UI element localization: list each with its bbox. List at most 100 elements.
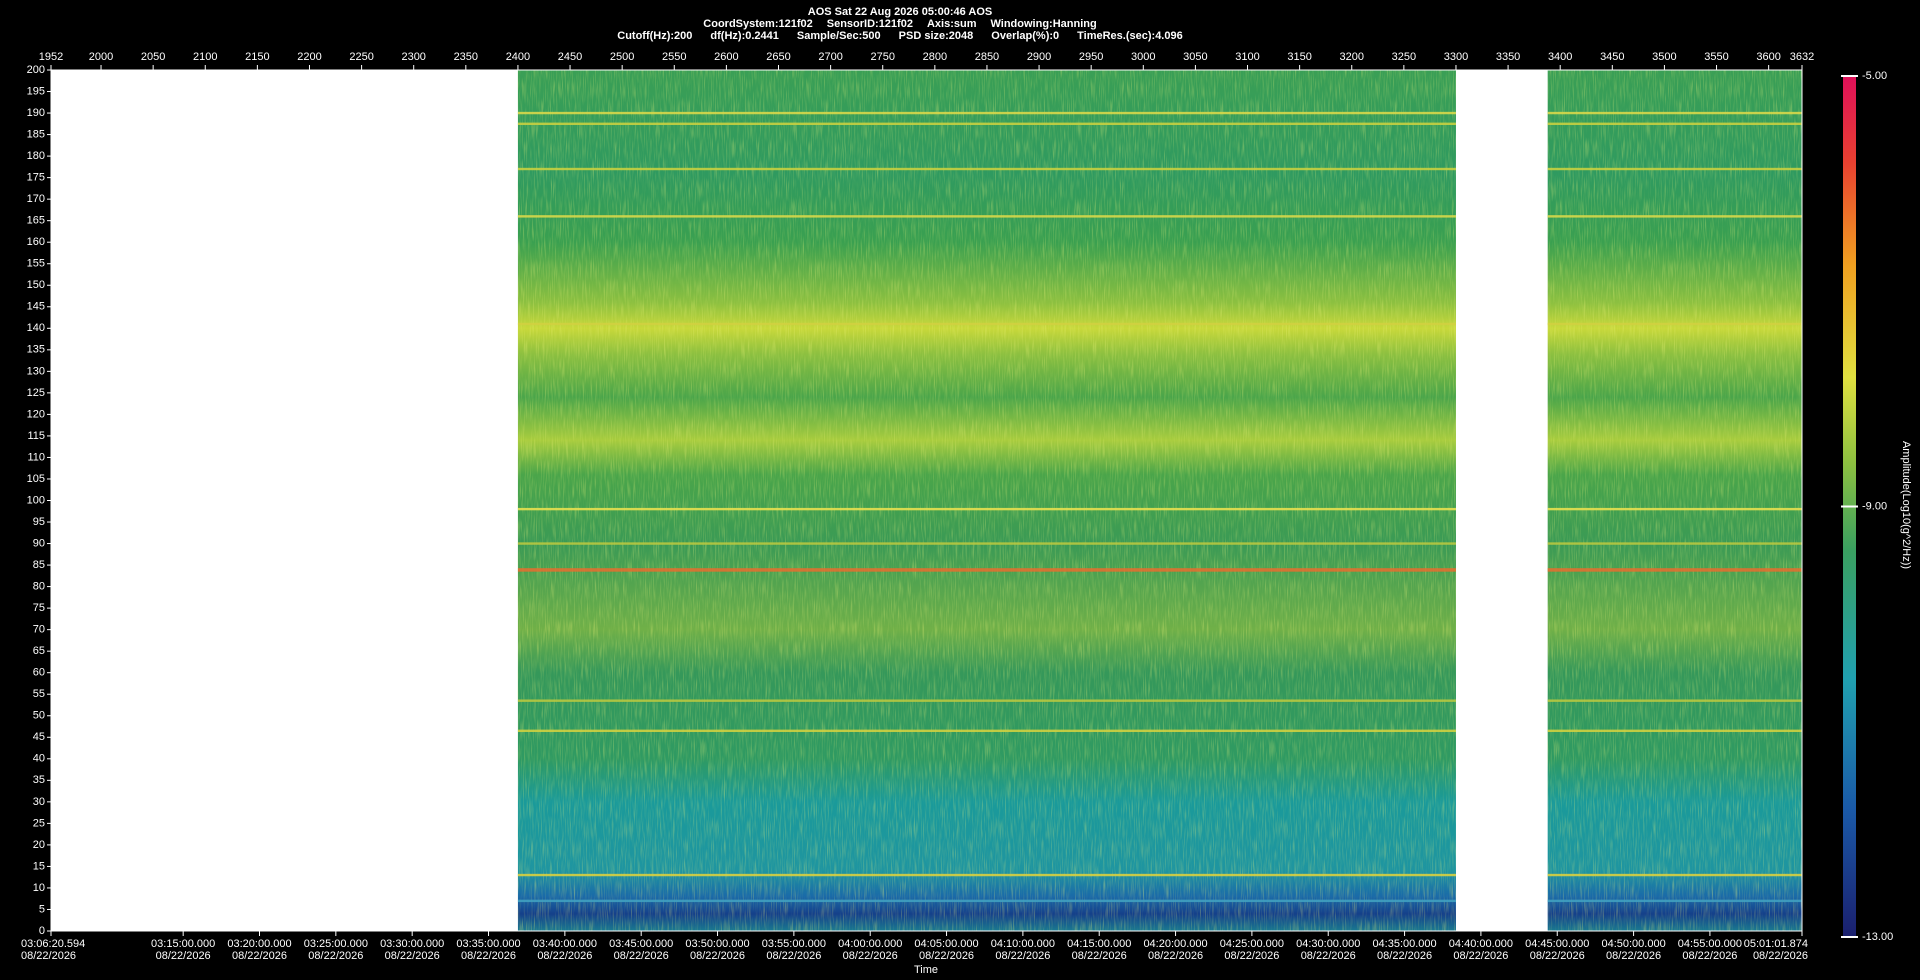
spectral-line <box>517 699 1456 702</box>
spectral-line <box>1547 873 1802 877</box>
spectral-line <box>517 215 1456 218</box>
x-axis-label: Time <box>914 964 938 976</box>
y-tick-label: 75 <box>33 602 45 614</box>
y-tick-label: 15 <box>33 860 45 872</box>
spectral-line <box>1547 322 1802 326</box>
x-tick-label: 3632 <box>1790 51 1814 63</box>
y-tick-label: 95 <box>33 516 45 528</box>
x2-tick-label: 04:45:00.000 <box>1525 938 1589 950</box>
x2-tick-label: 03:15:00.000 <box>151 938 215 950</box>
y-tick-label: 180 <box>27 150 45 162</box>
spectral-line <box>1547 568 1802 572</box>
y-tick-label: 140 <box>27 322 45 334</box>
x2-tick-date: 08/22/2026 <box>537 950 592 962</box>
y-tick-label: 65 <box>33 645 45 657</box>
segment-texture <box>1547 70 1802 931</box>
x2-tick-date: 08/22/2026 <box>1530 950 1585 962</box>
x2-tick-date: 08/22/2026 <box>766 950 821 962</box>
y-tick-label: 55 <box>33 688 45 700</box>
y-tick-label: 85 <box>33 559 45 571</box>
x-tick-label: 2650 <box>766 51 790 63</box>
y-tick-label: 60 <box>33 667 45 679</box>
x-tick-label: 3450 <box>1600 51 1624 63</box>
x2-tick-label: 04:10:00.000 <box>991 938 1055 950</box>
spectral-line <box>1547 507 1802 511</box>
y-tick-label: 105 <box>27 473 45 485</box>
spectral-line <box>517 729 1456 733</box>
x2-tick-date: 08/22/2026 <box>1753 950 1808 962</box>
x2-tick-label: 04:00:00.000 <box>838 938 902 950</box>
x2-tick-label: 05:01:01.874 <box>1744 938 1808 950</box>
spectral-line <box>1547 729 1802 733</box>
y-tick-label: 195 <box>27 85 45 97</box>
x2-tick-date: 08/22/2026 <box>843 950 898 962</box>
y-tick-label: 135 <box>27 344 45 356</box>
x2-tick-label: 03:35:00.000 <box>456 938 520 950</box>
x-tick-label: 3150 <box>1287 51 1311 63</box>
x2-tick-date: 08/22/2026 <box>1224 950 1279 962</box>
y-tick-label: 145 <box>27 301 45 313</box>
x2-tick-label: 04:05:00.000 <box>914 938 978 950</box>
header-item: Overlap(%):0 <box>991 30 1059 42</box>
x2-tick-label: 03:50:00.000 <box>685 938 749 950</box>
x2-tick-date: 08/22/2026 <box>1682 950 1737 962</box>
y-tick-label: 155 <box>27 258 45 270</box>
spectral-line <box>517 167 1456 171</box>
x-tick-label: 3400 <box>1548 51 1572 63</box>
spectral-line <box>517 507 1456 511</box>
x2-tick-label: 03:40:00.000 <box>533 938 597 950</box>
header: AOS Sat 22 Aug 2026 05:00:46 AOSCoordSys… <box>617 6 1182 42</box>
spectral-line <box>517 322 1456 326</box>
header-item: df(Hz):0.2441 <box>710 30 778 42</box>
x-tick-label: 2900 <box>1027 51 1051 63</box>
x2-tick-label: 03:25:00.000 <box>304 938 368 950</box>
x2-tick-date: 08/22/2026 <box>308 950 363 962</box>
x2-tick-label: 04:30:00.000 <box>1296 938 1360 950</box>
x-tick-label: 2250 <box>349 51 373 63</box>
x2-tick-label: 04:20:00.000 <box>1143 938 1207 950</box>
x2-tick-date: 08/22/2026 <box>690 950 745 962</box>
header-item: Cutoff(Hz):200 <box>617 30 692 42</box>
y-tick-label: 165 <box>27 215 45 227</box>
y-tick-label: 110 <box>27 451 45 463</box>
header-item: Sample/Sec:500 <box>797 30 881 42</box>
colorbar-label: Amplitude(Log10(g^2/Hz)) <box>1900 441 1912 569</box>
x2-tick-date: 08/22/2026 <box>1072 950 1127 962</box>
x-tick-label: 2300 <box>401 51 425 63</box>
spectral-line <box>1547 542 1802 545</box>
spectral-line <box>1547 899 1802 903</box>
x2-tick-label: 04:50:00.000 <box>1601 938 1665 950</box>
header-item: Windowing:Hanning <box>990 18 1096 30</box>
x2-tick-date: 08/22/2026 <box>1148 950 1203 962</box>
y-tick-label: 175 <box>27 172 45 184</box>
x2-tick-date: 08/22/2026 <box>1453 950 1508 962</box>
y-tick-label: 0 <box>39 925 45 937</box>
x-tick-label: 2050 <box>141 51 165 63</box>
x2-tick-date: 08/22/2026 <box>232 950 287 962</box>
y-tick-label: 80 <box>33 581 45 593</box>
colorbar-tick-label: -13.00 <box>1862 931 1893 943</box>
y-tick-label: 120 <box>27 408 45 420</box>
x2-tick-date: 08/22/2026 <box>995 950 1050 962</box>
x2-tick-date: 08/22/2026 <box>461 950 516 962</box>
x-tick-label: 2950 <box>1079 51 1103 63</box>
x-tick-label: 3200 <box>1340 51 1364 63</box>
x-tick-label: 3350 <box>1496 51 1520 63</box>
y-tick-label: 40 <box>33 753 45 765</box>
x-tick-label: 3100 <box>1235 51 1259 63</box>
y-tick-label: 190 <box>27 107 45 119</box>
y-tick-label: 10 <box>33 882 45 894</box>
x2-tick-label: 03:55:00.000 <box>762 938 826 950</box>
spectrogram <box>517 70 1802 931</box>
y-tick-label: 115 <box>27 430 45 442</box>
y-tick-label: 150 <box>27 279 45 291</box>
colorbar-tick-label: -5.00 <box>1862 70 1887 82</box>
x2-tick-date: 08/22/2026 <box>614 950 669 962</box>
spectral-line <box>517 873 1456 877</box>
x-tick-label: 2700 <box>818 51 842 63</box>
spectral-line <box>517 111 1456 115</box>
x-tick-label: 3500 <box>1652 51 1676 63</box>
x-tick-label: 3050 <box>1183 51 1207 63</box>
spectral-line <box>1547 111 1802 115</box>
